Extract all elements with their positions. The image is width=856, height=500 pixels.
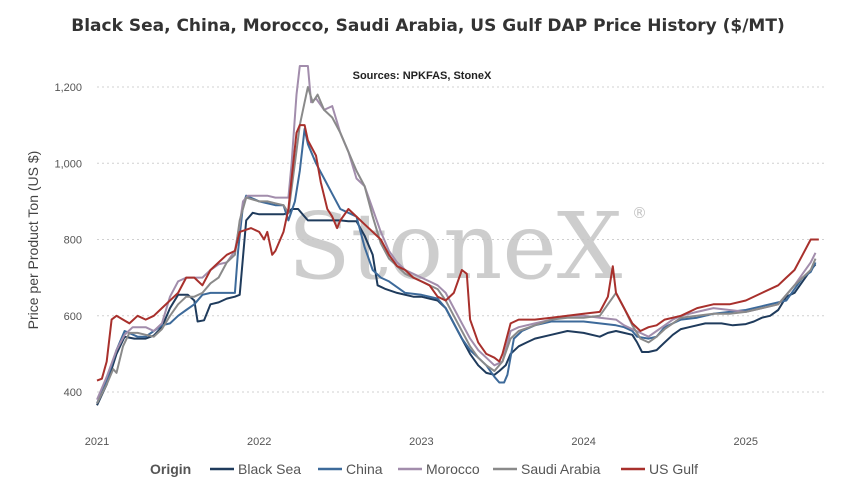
legend-item-china[interactable]: China [346,461,383,477]
registered-mark: ® [632,204,647,222]
gridlines [97,86,825,393]
x-tick-label: 2025 [734,436,758,448]
x-tick-label: 2022 [247,436,271,448]
x-tick-label: 2021 [85,436,109,448]
series-lines [96,65,819,406]
legend: Origin Black Sea China Morocco Saudi Arabia U… [150,461,698,477]
chart-title: Black Sea, China, Morocco, Saudi Arabia,… [71,16,785,36]
series-line-saudi-arabia [96,86,817,404]
legend-item-us-gulf[interactable]: US Gulf [649,461,698,477]
chart-subtitle: Sources: NPKFAS, StoneX [353,70,492,82]
y-tick-label: 1,200 [54,82,82,94]
legend-item-morocco[interactable]: Morocco [426,461,480,477]
x-tick-label: 2023 [409,436,433,448]
legend-item-saudi-arabia[interactable]: Saudi Arabia [521,461,601,477]
y-tick-label: 800 [64,235,82,247]
y-tick-label: 600 [64,311,82,323]
legend-title: Origin [150,461,191,477]
legend-item-black-sea[interactable]: Black Sea [238,461,301,477]
y-axis-ticks: 400 600 800 1,000 1,200 [54,82,82,399]
y-tick-label: 400 [64,387,82,399]
x-tick-label: 2024 [571,436,595,448]
y-axis-label: Price per Product Ton (US $) [25,151,41,330]
series-line-black-sea [96,208,817,406]
series-line-us-gulf [96,124,819,382]
series-line-china [96,127,817,404]
y-tick-label: 1,000 [54,158,82,170]
stonex-watermark: StoneX [288,193,623,300]
x-axis-ticks: 2021 2022 2023 2024 2025 [85,436,758,448]
